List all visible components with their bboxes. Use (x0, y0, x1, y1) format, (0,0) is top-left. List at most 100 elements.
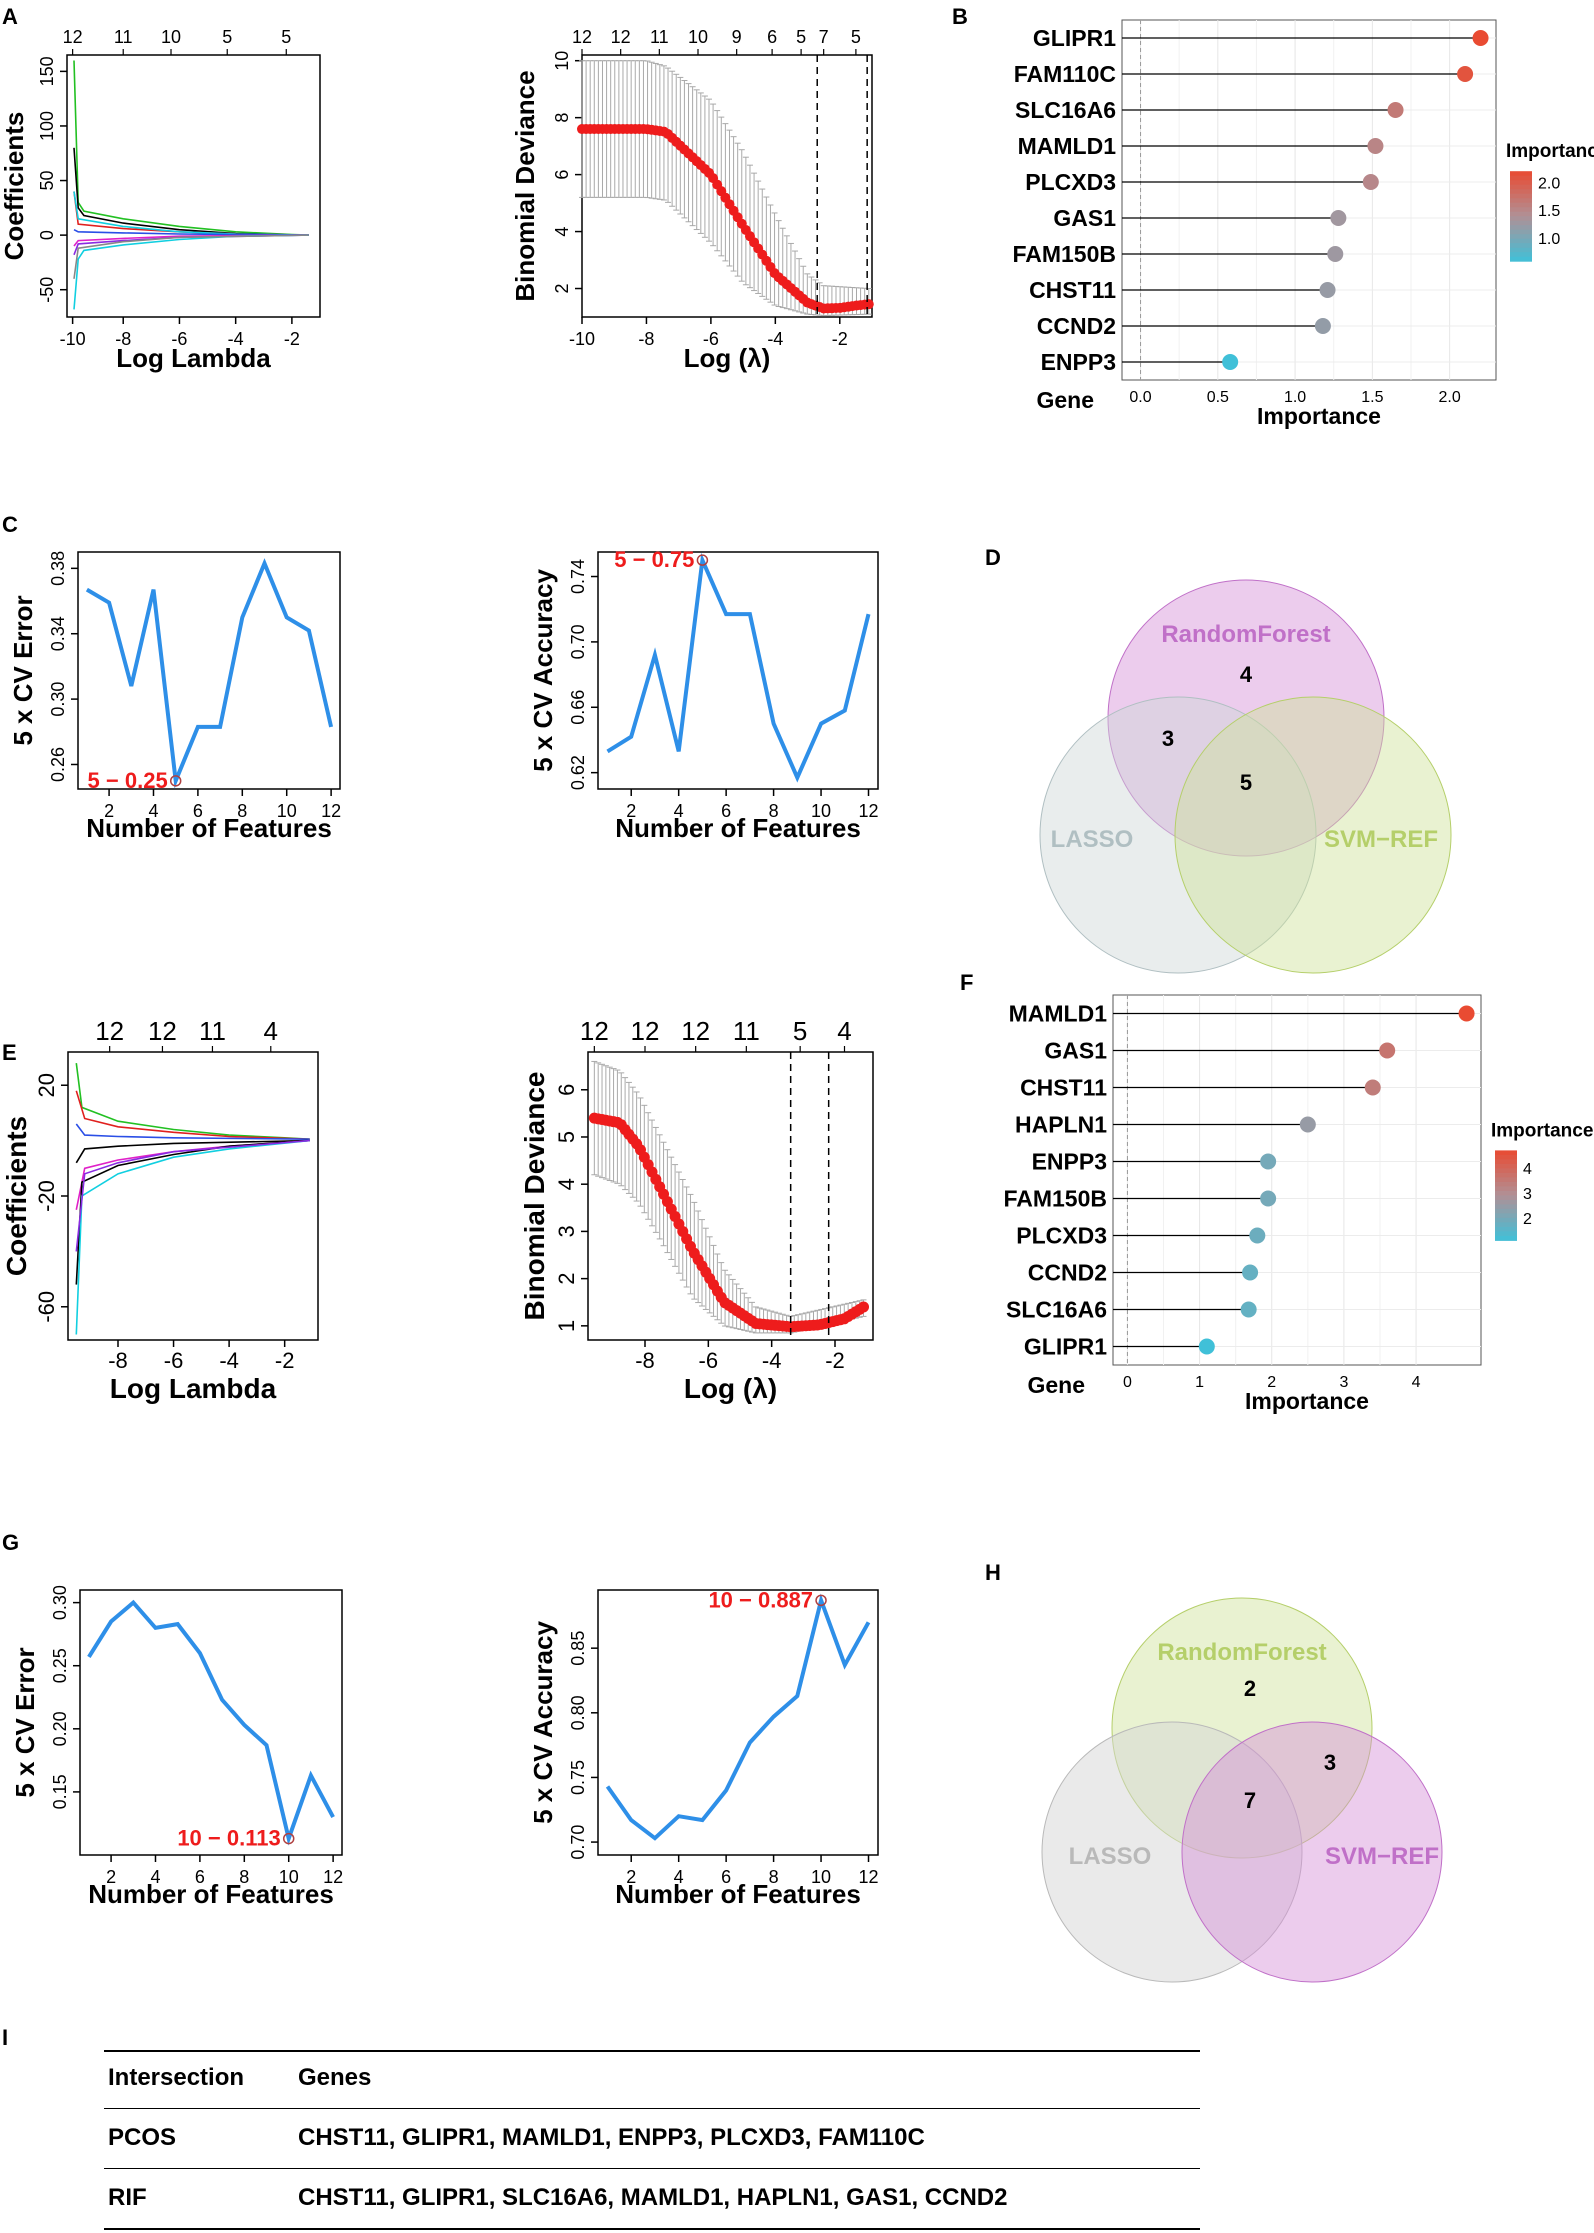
venn-h-count-rf-only: 2 (1244, 1676, 1256, 1701)
legend-gradient-band (1510, 239, 1532, 244)
legend-gradient-band (1495, 1236, 1517, 1241)
y-axis-label: Binomial Deviance (519, 1072, 550, 1321)
legend-gradient-band (1510, 207, 1532, 212)
deviance-point (858, 1301, 869, 1312)
x-tick-label: -2 (284, 329, 300, 349)
lollipop-dot (1379, 1043, 1395, 1059)
y-tick-label: 0.80 (568, 1695, 588, 1730)
lollipop-dot (1365, 1080, 1381, 1096)
y-tick-label: 0.74 (568, 559, 588, 594)
legend-tick-label: 1.5 (1538, 203, 1560, 220)
gene-label: FAM150B (1003, 1186, 1107, 1212)
y-tick-label: 0.66 (568, 690, 588, 725)
y-axis-label: 5 x CV Accuracy (528, 569, 558, 772)
svm-cv-accuracy-chart-g: 2 4 6 8 10 12 0.70 0.75 0.80 0.85 Number of Featur… (480, 1540, 960, 2020)
lollipop-dot (1327, 246, 1343, 262)
gene-label: PLCXD3 (1016, 1223, 1107, 1249)
venn-h-count-rf-svm: 3 (1324, 1750, 1336, 1775)
top-axis-label: 5 (851, 27, 861, 47)
best-point-annotation: 10 − 0.887 (708, 1587, 813, 1612)
top-axis-label: 5 (796, 27, 806, 47)
venn-d-randomforest-label: RandomForest (1161, 621, 1330, 648)
top-axis-label: 5 (793, 1016, 807, 1046)
lollipop-dot (1330, 210, 1346, 226)
legend-gradient-band (1495, 1150, 1517, 1155)
x-tick-label: 2.0 (1439, 389, 1461, 406)
legend-gradient-band (1510, 176, 1532, 181)
top-axis-label: 5 (281, 27, 291, 47)
cv-line (608, 1600, 869, 1838)
gene-label: CCND2 (1028, 1260, 1107, 1286)
x-axis-label: Number of Features (88, 1879, 334, 1909)
venn-d-count-rf-only: 4 (1240, 662, 1253, 687)
gene-label: CCND2 (1037, 313, 1116, 339)
top-axis-label: 12 (681, 1016, 710, 1046)
legend-gradient-band (1510, 185, 1532, 190)
gene-label: HAPLN1 (1015, 1112, 1107, 1138)
gene-axis-label: Gene (1036, 387, 1094, 413)
legend-gradient-band (1510, 252, 1532, 257)
x-axis-label: Log (λ) (684, 1373, 777, 1404)
x-tick-label: -8 (638, 329, 654, 349)
x-tick-label: 12 (858, 801, 878, 821)
y-axis-label: 5 x CV Error (10, 1647, 40, 1797)
x-axis-label: Number of Features (86, 813, 332, 843)
x-tick-label: -2 (832, 329, 848, 349)
table-bottom-rule (104, 2228, 1200, 2230)
gene-label: GAS1 (1053, 205, 1116, 231)
lasso-coefficient-path-chart-e: -8 -6 -4 -2 -60 -20 20 Log Lambda Coefficients 12… (0, 1010, 480, 1540)
table-header-row: Intersection Genes (108, 2064, 371, 2092)
legend-gradient-band (1510, 194, 1532, 199)
coefficient-path-red (74, 192, 309, 236)
x-tick-label: -2 (825, 1348, 845, 1373)
x-axis-label: Number of Features (615, 813, 861, 843)
x-tick-label: 1 (1195, 1374, 1204, 1391)
top-axis-label: 7 (819, 27, 829, 47)
y-tick-label: -50 (37, 277, 57, 303)
lasso-deviance-chart-e: -8 -6 -4 -2123456Log (λ)Binomial Deviance12… (480, 1010, 960, 1540)
legend-gradient-band (1495, 1200, 1517, 1205)
x-tick-label: 12 (858, 1867, 878, 1887)
best-point-annotation: 5 − 0.75 (614, 547, 694, 572)
lollipop-dot (1249, 1228, 1265, 1244)
lollipop-dot (1473, 30, 1489, 46)
legend-gradient-band (1495, 1173, 1517, 1178)
legend-gradient-band (1495, 1159, 1517, 1164)
plot-frame (598, 1590, 878, 1855)
top-axis-label: 6 (767, 27, 777, 47)
legend-gradient-band (1495, 1222, 1517, 1227)
x-tick-label: 4 (1412, 1374, 1421, 1391)
y-tick-label: 2 (554, 1272, 579, 1284)
top-axis-label: 12 (148, 1016, 177, 1046)
best-point-annotation: 10 − 0.113 (177, 1826, 280, 1851)
y-tick-label: 2 (552, 284, 572, 294)
y-tick-label: 20 (34, 1073, 59, 1097)
x-axis-label: Importance (1245, 1388, 1369, 1414)
x-tick-label: -6 (699, 1348, 719, 1373)
y-axis-label: Binomial Deviance (510, 70, 540, 301)
y-tick-label: 0.38 (48, 551, 68, 586)
y-tick-label: 0.85 (568, 1631, 588, 1666)
venn-h-count-all: 7 (1244, 1788, 1256, 1813)
table-row-label: RIF (108, 2184, 298, 2212)
venn-h-svm-label: SVM−REF (1325, 1843, 1439, 1870)
table-row: PCOS CHST11, GLIPR1, MAMLD1, ENPP3, PLCXD… (108, 2124, 925, 2152)
legend-gradient-band (1495, 1209, 1517, 1214)
venn-d-count-lasso-rf: 3 (1162, 726, 1174, 751)
top-axis-label: 11 (199, 1016, 226, 1046)
top-axis-label: 12 (63, 27, 83, 47)
y-tick-label: 0.75 (568, 1760, 588, 1795)
legend-gradient-band (1510, 243, 1532, 248)
legend-gradient-band (1510, 230, 1532, 235)
legend-gradient-band (1510, 198, 1532, 203)
y-axis-label: 5 x CV Accuracy (528, 1621, 558, 1824)
legend-gradient-band (1510, 171, 1532, 176)
top-axis-label: 12 (631, 1016, 660, 1046)
top-axis-label: 10 (688, 27, 708, 47)
top-axis-label: 4 (837, 1016, 851, 1046)
top-axis-label: 4 (264, 1016, 278, 1046)
legend-title: Importance (1491, 1120, 1593, 1141)
y-tick-label: 0.30 (50, 1585, 70, 1620)
top-axis-label: 11 (733, 1016, 760, 1046)
plot-frame (582, 55, 872, 317)
